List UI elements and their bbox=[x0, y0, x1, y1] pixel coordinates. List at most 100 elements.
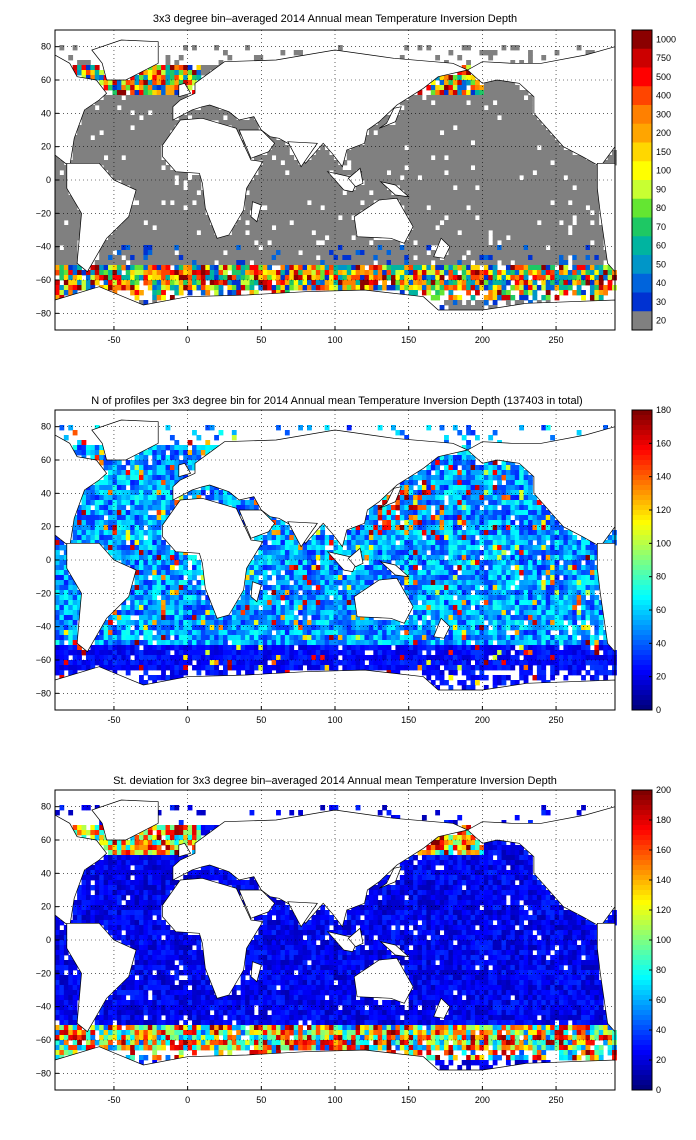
bin-cell bbox=[311, 260, 317, 266]
bin-cell bbox=[528, 165, 533, 171]
bin-cell bbox=[488, 475, 494, 481]
bin-cell bbox=[426, 140, 432, 146]
bin-cell bbox=[169, 85, 175, 91]
bin-cell bbox=[386, 520, 392, 526]
bin-cell bbox=[444, 515, 449, 521]
bin-cell bbox=[377, 240, 383, 246]
bin-cell bbox=[417, 510, 423, 516]
bin-cell bbox=[492, 50, 498, 56]
bin-cell bbox=[430, 495, 436, 501]
bin-cell bbox=[161, 235, 166, 241]
bin-cell bbox=[492, 190, 498, 196]
bin-cell bbox=[271, 285, 277, 291]
bin-cell bbox=[466, 460, 471, 466]
bin-cell bbox=[315, 285, 321, 291]
bin-cell bbox=[298, 50, 303, 56]
bin-cell bbox=[488, 115, 494, 121]
bin-cell bbox=[147, 530, 153, 536]
bin-cell bbox=[368, 155, 374, 161]
bin-cell bbox=[497, 490, 502, 496]
bin-cell bbox=[439, 160, 445, 166]
bin-cell bbox=[249, 125, 255, 131]
bin-cell bbox=[178, 210, 184, 216]
bin-cell bbox=[267, 245, 273, 251]
bin-cell bbox=[209, 445, 215, 451]
bin-cell bbox=[68, 240, 74, 246]
bin-cell bbox=[589, 225, 595, 231]
bin-cell bbox=[475, 465, 480, 471]
bin-cell bbox=[342, 245, 348, 251]
bin-cell bbox=[510, 95, 516, 101]
bin-cell bbox=[192, 205, 197, 211]
bin-cell bbox=[276, 290, 281, 296]
bin-cell bbox=[505, 265, 511, 271]
bin-cell bbox=[386, 250, 392, 256]
bin-cell bbox=[439, 485, 445, 491]
bin-cell bbox=[439, 290, 445, 296]
bin-cell bbox=[178, 250, 184, 256]
bin-cell bbox=[497, 470, 502, 476]
bin-cell bbox=[541, 175, 547, 181]
bin-cell bbox=[174, 60, 180, 66]
bin-cell bbox=[307, 165, 312, 171]
bin-cell bbox=[382, 510, 387, 516]
bin-cell bbox=[143, 490, 149, 496]
bin-cell bbox=[435, 290, 441, 296]
bin-cell bbox=[253, 265, 259, 271]
bin-cell bbox=[466, 520, 471, 526]
bin-cell bbox=[320, 250, 326, 256]
bin-cell bbox=[183, 195, 189, 201]
bin-cell bbox=[289, 180, 295, 186]
bin-cell bbox=[94, 125, 100, 131]
bin-cell bbox=[276, 165, 281, 171]
bin-cell bbox=[156, 475, 162, 481]
bin-cell bbox=[501, 190, 507, 196]
bin-cell bbox=[439, 535, 445, 541]
bin-cell bbox=[156, 270, 162, 276]
x-tick-label: 50 bbox=[256, 335, 266, 345]
bin-cell bbox=[466, 185, 471, 191]
bin-cell bbox=[116, 520, 122, 526]
bin-cell bbox=[457, 300, 463, 306]
bin-cell bbox=[280, 200, 286, 206]
bin-cell bbox=[315, 280, 321, 286]
bin-cell bbox=[497, 225, 502, 231]
bin-cell bbox=[178, 280, 184, 286]
bin-cell bbox=[351, 280, 357, 286]
bin-cell bbox=[475, 490, 480, 496]
bin-cell bbox=[183, 265, 189, 271]
bin-cell bbox=[585, 180, 591, 186]
bin-cell bbox=[439, 145, 445, 151]
bin-cell bbox=[333, 245, 339, 251]
bin-cell bbox=[169, 195, 175, 201]
bin-cell bbox=[576, 270, 582, 276]
bin-cell bbox=[236, 250, 242, 256]
bin-cell bbox=[81, 110, 87, 116]
bin-cell bbox=[315, 175, 321, 181]
bin-cell bbox=[514, 200, 520, 206]
bin-cell bbox=[541, 260, 547, 266]
bin-cell bbox=[192, 190, 197, 196]
bin-cell bbox=[497, 295, 502, 301]
bin-cell bbox=[139, 495, 144, 501]
bin-cell bbox=[444, 180, 449, 186]
bin-cell bbox=[368, 260, 374, 266]
bin-cell bbox=[112, 105, 118, 111]
bin-cell bbox=[373, 195, 379, 201]
bin-cell bbox=[514, 95, 520, 101]
bin-cell bbox=[576, 165, 582, 171]
bin-cell bbox=[439, 95, 445, 101]
bin-cell bbox=[284, 160, 290, 166]
bin-cell bbox=[532, 240, 538, 246]
bin-cell bbox=[68, 250, 74, 256]
bin-cell bbox=[448, 100, 454, 106]
bin-cell bbox=[324, 425, 330, 431]
bin-cell bbox=[576, 170, 582, 176]
bin-cell bbox=[421, 520, 427, 526]
bin-cell bbox=[581, 230, 586, 236]
bin-cell bbox=[483, 505, 489, 511]
bin-cell bbox=[59, 270, 65, 276]
bin-cell bbox=[435, 535, 441, 541]
bin-cell bbox=[488, 145, 494, 151]
bin-cell bbox=[382, 250, 387, 256]
